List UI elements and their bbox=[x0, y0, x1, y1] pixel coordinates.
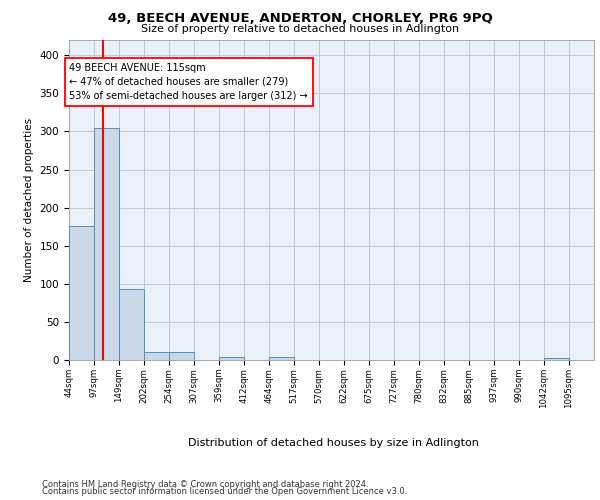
Bar bbox=[544, 358, 569, 360]
Bar bbox=[219, 357, 244, 360]
Text: Contains HM Land Registry data © Crown copyright and database right 2024.: Contains HM Land Registry data © Crown c… bbox=[42, 480, 368, 489]
Text: 49, BEECH AVENUE, ANDERTON, CHORLEY, PR6 9PQ: 49, BEECH AVENUE, ANDERTON, CHORLEY, PR6… bbox=[107, 12, 493, 26]
Bar bbox=[269, 357, 293, 360]
Bar bbox=[119, 289, 144, 360]
Text: 49 BEECH AVENUE: 115sqm
← 47% of detached houses are smaller (279)
53% of semi-d: 49 BEECH AVENUE: 115sqm ← 47% of detache… bbox=[70, 63, 308, 101]
Bar bbox=[169, 352, 194, 360]
Text: Contains public sector information licensed under the Open Government Licence v3: Contains public sector information licen… bbox=[42, 487, 407, 496]
Bar bbox=[69, 226, 94, 360]
Text: Distribution of detached houses by size in Adlington: Distribution of detached houses by size … bbox=[188, 438, 478, 448]
Bar bbox=[94, 128, 119, 360]
Y-axis label: Number of detached properties: Number of detached properties bbox=[24, 118, 34, 282]
Bar bbox=[144, 352, 169, 360]
Text: Size of property relative to detached houses in Adlington: Size of property relative to detached ho… bbox=[141, 24, 459, 34]
